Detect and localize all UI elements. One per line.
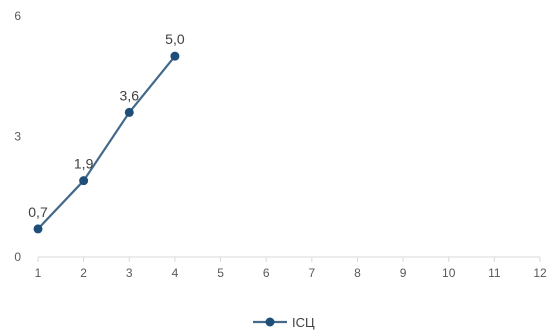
y-tick-label: 6 xyxy=(14,9,21,23)
data-point xyxy=(33,224,43,234)
x-tick-label: 8 xyxy=(354,266,361,280)
data-point xyxy=(170,51,180,61)
x-tick-label: 1 xyxy=(35,266,42,280)
x-tick-label: 11 xyxy=(488,266,501,280)
x-axis-ticks: 1 2 3 4 5 6 7 8 9 10 11 12 xyxy=(35,257,547,280)
series-line xyxy=(37,55,176,230)
x-tick-label: 3 xyxy=(126,266,133,280)
legend: ІСЦ xyxy=(253,315,315,330)
data-label: 5,0 xyxy=(165,31,185,47)
series-group: 0,7 1,9 3,6 5,0 xyxy=(28,31,185,234)
data-label: 0,7 xyxy=(28,204,48,220)
legend-label: ІСЦ xyxy=(292,315,315,330)
x-tick-label: 12 xyxy=(533,266,547,280)
y-tick-label: 0 xyxy=(14,250,21,264)
data-label: 3,6 xyxy=(120,87,140,103)
x-tick-label: 7 xyxy=(308,266,315,280)
legend-marker-swatch xyxy=(265,317,275,327)
x-tick-label: 9 xyxy=(400,266,407,280)
data-label: 1,9 xyxy=(74,156,94,172)
x-tick-label: 5 xyxy=(217,266,224,280)
x-tick-label: 4 xyxy=(172,266,179,280)
data-point xyxy=(79,176,89,186)
x-tick-label: 6 xyxy=(263,266,270,280)
data-point xyxy=(124,107,134,117)
x-tick-label: 10 xyxy=(442,266,456,280)
y-tick-label: 3 xyxy=(14,130,21,144)
x-tick-label: 2 xyxy=(80,266,87,280)
y-axis-ticks: 0 3 6 xyxy=(14,9,21,264)
